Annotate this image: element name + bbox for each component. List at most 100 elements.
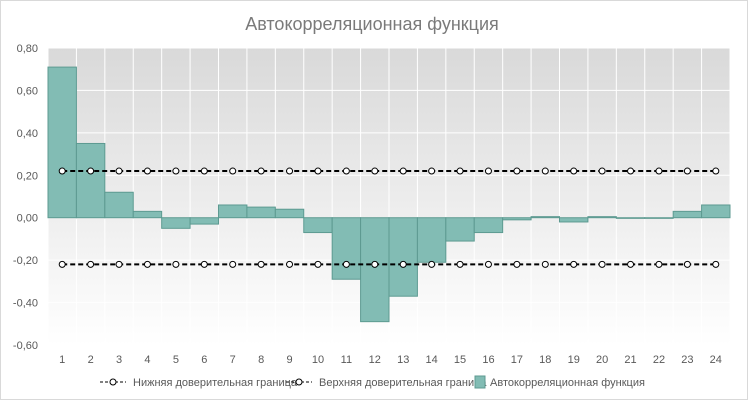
x-tick-label: 17 bbox=[511, 354, 523, 366]
confidence-marker bbox=[229, 167, 237, 175]
confidence-marker bbox=[683, 260, 691, 268]
x-tick-label: 12 bbox=[369, 354, 381, 366]
acf-bar bbox=[530, 216, 560, 219]
x-tick-label: 8 bbox=[258, 354, 264, 366]
acf-bar bbox=[502, 217, 532, 221]
acf-bar bbox=[615, 217, 646, 219]
x-tick-label: 23 bbox=[681, 354, 693, 366]
acf-bar bbox=[445, 217, 475, 242]
acf-bar bbox=[701, 204, 731, 219]
confidence-marker bbox=[570, 167, 578, 175]
x-tick-label: 13 bbox=[397, 354, 409, 366]
acf-bar bbox=[331, 217, 362, 280]
acf-bar bbox=[644, 217, 674, 219]
confidence-marker bbox=[627, 260, 635, 268]
y-tick-label: 0,00 bbox=[17, 213, 38, 225]
confidence-marker bbox=[172, 167, 180, 175]
confidence-marker bbox=[484, 167, 492, 175]
confidence-marker bbox=[87, 167, 95, 175]
confidence-marker bbox=[484, 260, 492, 268]
acf-bar bbox=[587, 216, 617, 219]
confidence-marker bbox=[143, 167, 151, 175]
confidence-marker bbox=[143, 260, 151, 268]
y-tick-label: -0,60 bbox=[13, 340, 38, 352]
confidence-marker bbox=[456, 260, 464, 268]
chart-title: Автокорреляционная функция bbox=[245, 14, 499, 34]
acf-bar bbox=[161, 217, 191, 229]
confidence-marker bbox=[655, 260, 663, 268]
acf-bar bbox=[388, 217, 418, 297]
x-tick-label: 18 bbox=[539, 354, 551, 366]
confidence-marker bbox=[712, 167, 720, 175]
x-tick-label: 15 bbox=[454, 354, 466, 366]
confidence-marker bbox=[570, 260, 578, 268]
confidence-marker bbox=[314, 260, 322, 268]
x-tick-label: 20 bbox=[596, 354, 608, 366]
confidence-marker bbox=[598, 167, 606, 175]
confidence-marker bbox=[513, 167, 521, 175]
confidence-marker bbox=[541, 167, 549, 175]
legend-marker bbox=[109, 378, 117, 386]
confidence-marker bbox=[314, 167, 322, 175]
acf-bar bbox=[672, 210, 703, 219]
confidence-marker bbox=[428, 260, 436, 268]
confidence-marker bbox=[87, 260, 95, 268]
confidence-marker bbox=[115, 167, 123, 175]
confidence-marker bbox=[342, 167, 350, 175]
legend-label: Автокорреляционная функция bbox=[490, 377, 645, 389]
acf-bar bbox=[274, 208, 305, 219]
confidence-marker bbox=[115, 260, 123, 268]
confidence-marker bbox=[200, 260, 208, 268]
acf-bar bbox=[559, 217, 589, 223]
acf-bar bbox=[416, 217, 447, 263]
confidence-marker bbox=[58, 167, 66, 175]
y-tick-label: 0,80 bbox=[17, 43, 38, 55]
confidence-marker bbox=[598, 260, 606, 268]
x-tick-label: 21 bbox=[624, 354, 636, 366]
legend-marker bbox=[295, 378, 303, 386]
legend-label: Верхняя доверительная граница bbox=[319, 377, 487, 389]
confidence-marker bbox=[286, 260, 294, 268]
confidence-marker bbox=[342, 260, 350, 268]
acf-bar bbox=[218, 204, 248, 219]
confidence-marker bbox=[371, 260, 379, 268]
x-tick-label: 22 bbox=[653, 354, 665, 366]
x-tick-label: 24 bbox=[710, 354, 722, 366]
confidence-marker bbox=[286, 167, 294, 175]
x-tick-label: 4 bbox=[144, 354, 150, 366]
acf-bar bbox=[303, 217, 333, 234]
confidence-marker bbox=[399, 260, 407, 268]
y-tick-label: -0,40 bbox=[13, 298, 38, 310]
confidence-marker bbox=[712, 260, 720, 268]
acf-bar bbox=[47, 66, 77, 219]
acf-bar bbox=[104, 191, 134, 219]
x-tick-label: 5 bbox=[173, 354, 179, 366]
confidence-marker bbox=[655, 167, 663, 175]
y-tick-label: 0,20 bbox=[17, 170, 38, 182]
confidence-marker bbox=[428, 167, 436, 175]
confidence-marker bbox=[627, 167, 635, 175]
y-tick-label: 0,60 bbox=[17, 85, 38, 97]
acf-bar bbox=[473, 217, 504, 234]
acf-bar bbox=[246, 206, 276, 219]
x-tick-label: 19 bbox=[568, 354, 580, 366]
confidence-marker bbox=[229, 260, 237, 268]
confidence-marker bbox=[371, 167, 379, 175]
confidence-marker bbox=[172, 260, 180, 268]
legend: Нижняя доверительная граница Верхняя дове… bbox=[100, 375, 645, 389]
x-tick-label: 7 bbox=[230, 354, 236, 366]
confidence-marker bbox=[257, 167, 265, 175]
acf-bar bbox=[132, 210, 163, 219]
confidence-marker bbox=[541, 260, 549, 268]
y-tick-label: 0,40 bbox=[17, 128, 38, 140]
x-tick-label: 2 bbox=[88, 354, 94, 366]
legend-label: Нижняя доверительная граница bbox=[133, 377, 298, 389]
y-axis: -0,60 -0,40 -0,20 0,00 0,20 0,40 0,60 0,80 bbox=[13, 43, 38, 352]
acf-bar bbox=[75, 142, 106, 219]
x-tick-label: 16 bbox=[482, 354, 494, 366]
acf-bars bbox=[47, 66, 731, 323]
x-tick-label: 1 bbox=[59, 354, 65, 366]
x-tick-label: 9 bbox=[286, 354, 292, 366]
